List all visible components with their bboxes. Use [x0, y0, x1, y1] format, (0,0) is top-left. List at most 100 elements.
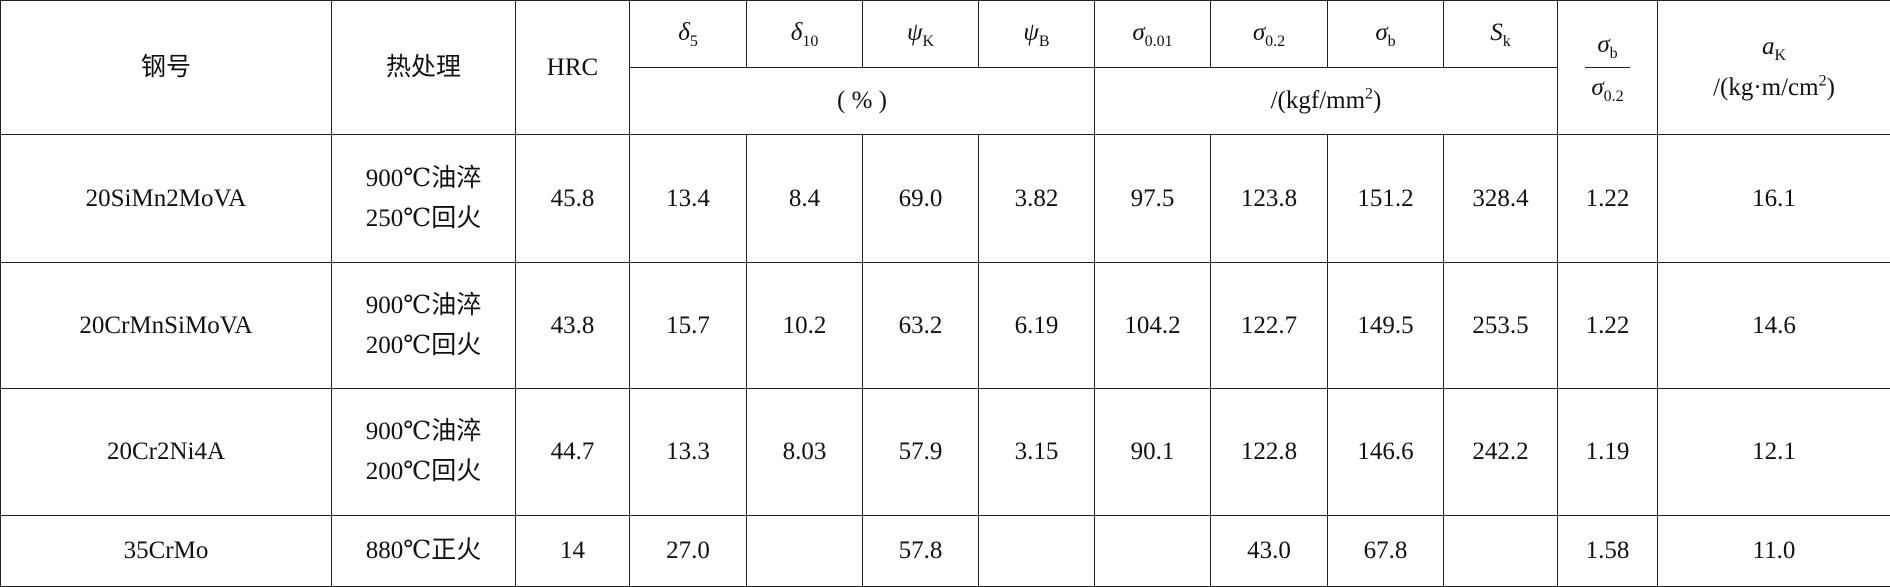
- value-cell: 63.2: [863, 263, 979, 389]
- value-cell: 1.58: [1558, 516, 1658, 587]
- header-cell: σ0.01: [1095, 1, 1211, 68]
- header-cell: ψB: [979, 1, 1095, 68]
- value-cell: 3.82: [979, 135, 1095, 263]
- symbol: σ: [1375, 19, 1387, 46]
- treatment-cell: 880℃正火: [332, 516, 516, 587]
- header-cell: Sk: [1444, 1, 1558, 68]
- symbol: ψ: [907, 19, 923, 46]
- header-cell: δ10: [747, 1, 863, 68]
- value-cell: 45.8: [516, 135, 630, 263]
- value-cell: 12.1: [1658, 389, 1890, 516]
- value-cell: 13.4: [630, 135, 747, 263]
- value-cell: 122.7: [1211, 263, 1328, 389]
- value-cell: 90.1: [1095, 389, 1211, 516]
- material-cell: 35CrMo: [1, 516, 332, 587]
- value-cell: [1444, 516, 1558, 587]
- value-cell: 43.0: [1211, 516, 1328, 587]
- symbol: σ: [1132, 19, 1144, 46]
- value-cell: 10.2: [747, 263, 863, 389]
- subscript: B: [1039, 33, 1050, 50]
- value-cell: [1095, 516, 1211, 587]
- header-cell: ψK: [863, 1, 979, 68]
- value-cell: 328.4: [1444, 135, 1558, 263]
- value-cell: 67.8: [1328, 516, 1444, 587]
- value-cell: 253.5: [1444, 263, 1558, 389]
- header-cell: 钢号: [1, 1, 332, 135]
- impact-symbol: aK: [1658, 27, 1890, 69]
- value-cell: 151.2: [1328, 135, 1444, 263]
- unit-text: /(kg·m/cm: [1713, 74, 1819, 101]
- unit-tail: ): [1373, 87, 1381, 114]
- symbol: ψ: [1023, 19, 1039, 46]
- value-cell: 3.15: [979, 389, 1095, 516]
- value-cell: 15.7: [630, 263, 747, 389]
- value-cell: 57.8: [863, 516, 979, 587]
- value-cell: 104.2: [1095, 263, 1211, 389]
- symbol: δ: [791, 19, 803, 46]
- treatment-line: 900℃油淬: [332, 286, 515, 326]
- value-cell: 97.5: [1095, 135, 1211, 263]
- symbol: δ: [678, 19, 690, 46]
- symbol: a: [1762, 33, 1775, 60]
- value-cell: 16.1: [1658, 135, 1890, 263]
- value-cell: 123.8: [1211, 135, 1328, 263]
- value-cell: 146.6: [1328, 389, 1444, 516]
- value-cell: 27.0: [630, 516, 747, 587]
- subscript: K: [1774, 47, 1786, 64]
- header-cell: σ0.2: [1211, 1, 1328, 68]
- value-cell: 1.19: [1558, 389, 1658, 516]
- value-cell: 242.2: [1444, 389, 1558, 516]
- value-cell: 8.4: [747, 135, 863, 263]
- treatment-line: 880℃正火: [332, 531, 515, 571]
- superscript: 2: [1819, 73, 1827, 90]
- value-cell: [747, 516, 863, 587]
- subscript: b: [1610, 45, 1618, 62]
- value-cell: 1.22: [1558, 263, 1658, 389]
- header-cell: ( % ): [630, 68, 1095, 135]
- value-cell: 69.0: [863, 135, 979, 263]
- treatment-line: 900℃油淬: [332, 412, 515, 452]
- numerator: σb: [1585, 25, 1629, 68]
- impact-unit: /(kg·m/cm2): [1658, 68, 1890, 108]
- subscript: 10: [802, 33, 818, 50]
- value-cell: 6.19: [979, 263, 1095, 389]
- header-cell: σb: [1328, 1, 1444, 68]
- subscript: k: [1503, 33, 1511, 50]
- header-cell: HRC: [516, 1, 630, 135]
- subscript: 0.2: [1604, 88, 1624, 105]
- value-cell: 8.03: [747, 389, 863, 516]
- header-cell: 热处理: [332, 1, 516, 135]
- subscript: b: [1388, 33, 1396, 50]
- symbol: σ: [1597, 31, 1609, 58]
- superscript: 2: [1365, 86, 1373, 103]
- value-cell: 1.22: [1558, 135, 1658, 263]
- header-cell: aK/(kg·m/cm2): [1658, 1, 1890, 135]
- symbol: S: [1490, 19, 1503, 46]
- header-cell: δ5: [630, 1, 747, 68]
- treatment-line: 250℃回火: [332, 199, 515, 239]
- value-cell: 122.8: [1211, 389, 1328, 516]
- symbol: σ: [1591, 74, 1603, 101]
- value-cell: 14.6: [1658, 263, 1890, 389]
- header-cell: /(kgf/mm2): [1095, 68, 1558, 135]
- unit-text: /(kgf/mm: [1271, 87, 1365, 114]
- material-cell: 20CrMnSiMoVA: [1, 263, 332, 389]
- unit-tail: ): [1827, 74, 1835, 101]
- subscript: 0.2: [1265, 33, 1285, 50]
- subscript: 5: [690, 33, 698, 50]
- material-cell: 20SiMn2MoVA: [1, 135, 332, 263]
- subscript: 0.01: [1145, 33, 1173, 50]
- treatment-line: 900℃油淬: [332, 159, 515, 199]
- treatment-line: 200℃回火: [332, 326, 515, 366]
- value-cell: 57.9: [863, 389, 979, 516]
- symbol: σ: [1253, 19, 1265, 46]
